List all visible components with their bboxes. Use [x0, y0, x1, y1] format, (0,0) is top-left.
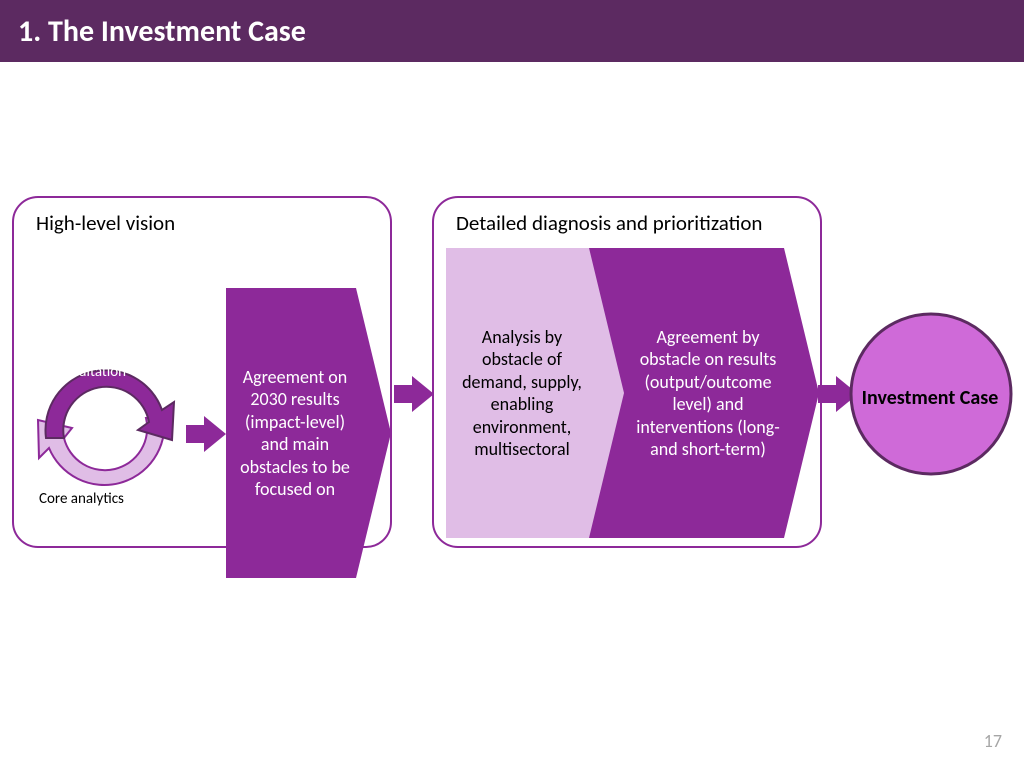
panel1-title: High-level vision	[36, 210, 175, 236]
cycle-bottom-label: Core analytics	[39, 490, 124, 508]
title-bar: 1. The Investment Case	[0, 0, 1024, 62]
arrow-icon	[394, 376, 434, 412]
investment-case-text: Investment Case	[855, 358, 1005, 438]
panel2-title: Detailed diagnosis and prioritization	[456, 210, 762, 236]
panel-detailed-diagnosis: Detailed diagnosis and prioritization An…	[432, 196, 822, 548]
arrow-icon	[186, 416, 226, 452]
page-number: 17	[984, 730, 1002, 752]
panel-high-level-vision: High-level vision Consultation Core anal…	[12, 196, 392, 548]
cycle-top-label: Consultation	[49, 363, 126, 381]
agreement-obstacle-text: Agreement by obstacle on results (output…	[629, 268, 787, 518]
diagram-canvas: High-level vision Consultation Core anal…	[0, 62, 1024, 768]
agreement-2030-text: Agreement on 2030 results (impact-level)…	[230, 308, 360, 558]
analysis-text: Analysis by obstacle of demand, supply, …	[448, 288, 596, 498]
slide-title: 1. The Investment Case	[18, 13, 306, 50]
